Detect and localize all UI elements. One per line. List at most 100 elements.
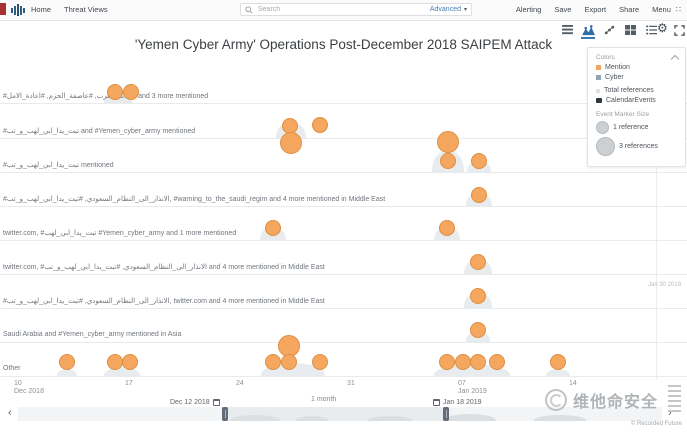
event-marker[interactable]	[471, 187, 487, 203]
legend-size-label: 1 reference	[613, 124, 649, 131]
row-label: #تبت_يدا_ابي_لهب_و_تب and #Yemen_cyber_a…	[3, 128, 196, 135]
watermark-logo-icon	[545, 389, 567, 411]
row-separator	[0, 376, 687, 377]
event-marker[interactable]	[440, 153, 456, 169]
brush-density-mound	[534, 415, 586, 421]
row-label: twitter.com, #الانذار_الى_النظام_السعودي…	[3, 264, 325, 271]
legend-size-label: 3 references	[619, 142, 658, 150]
event-marker[interactable]	[470, 288, 486, 304]
brush-end-date[interactable]: Jan 18 2019	[433, 399, 482, 406]
legend-item-cyber[interactable]: Cyber	[596, 74, 685, 81]
legend-size-header: Event Marker Size	[596, 111, 650, 118]
alerting-button[interactable]: Alerting	[515, 5, 542, 14]
gear-icon[interactable]: ⚙	[657, 21, 668, 35]
grid-view-icon[interactable]	[623, 23, 637, 37]
record-mark	[0, 3, 6, 15]
legend-panel: Colors Mention Cyber Total references Ca…	[587, 47, 686, 167]
export-button[interactable]: Export	[584, 5, 607, 14]
search-box[interactable]: Advanced ▾	[240, 3, 472, 16]
brush-handle-left[interactable]	[222, 407, 228, 421]
reference-density-mound	[57, 369, 77, 376]
row-label: #مساند_العرب, #عاصفة_الحزم, #اعادة_الامل…	[3, 93, 209, 100]
brush-start-date[interactable]: Dec 12 2018	[170, 399, 220, 406]
event-marker[interactable]	[437, 131, 459, 153]
mention-color-swatch	[596, 65, 601, 70]
axis-tick-label: 24	[236, 380, 244, 387]
legend-item-total-references[interactable]: Total references	[596, 87, 685, 94]
timeline-brush-track[interactable]	[18, 407, 662, 421]
event-marker[interactable]	[122, 354, 138, 370]
event-marker[interactable]	[107, 84, 123, 100]
event-marker[interactable]	[312, 117, 328, 133]
event-marker[interactable]	[265, 220, 281, 236]
brush-start-date-label: Dec 12 2018	[170, 399, 210, 406]
row-label: #تبت_يدا_ابي_لهب_و_تب mentioned	[3, 162, 114, 169]
plot-right-boundary	[656, 68, 657, 380]
scatter-view-icon[interactable]	[602, 23, 616, 37]
event-marker[interactable]	[281, 354, 297, 370]
axis-tick-label: 14	[569, 380, 577, 387]
reference-density-mound	[104, 367, 140, 376]
advanced-search-toggle[interactable]: Advanced	[429, 6, 461, 13]
nav-home[interactable]: Home	[31, 5, 52, 14]
event-marker[interactable]	[265, 354, 281, 370]
axis-tick-label: 17	[125, 380, 133, 387]
row-separator	[0, 342, 687, 343]
row-separator	[0, 308, 687, 309]
event-marker[interactable]	[439, 220, 455, 236]
cyber-color-swatch	[596, 74, 601, 80]
row-label: #الانذار_الى_النظام_السعودي, #تبت_يدا_اب…	[3, 298, 325, 305]
event-marker[interactable]	[107, 354, 123, 370]
legend-item-label: Total references	[604, 87, 654, 94]
event-marker[interactable]	[59, 354, 75, 370]
event-marker[interactable]	[550, 354, 566, 370]
legend-colors-header: Colors	[596, 54, 615, 61]
calendar-icon[interactable]	[433, 399, 440, 406]
menu-grid-icon[interactable]: ∷	[675, 5, 681, 14]
list-view-icon[interactable]	[644, 23, 658, 37]
row-separator	[0, 206, 687, 207]
watermark: 维他命安全	[545, 388, 658, 412]
brush-end-date-label: Jan 18 2019	[443, 399, 482, 406]
table-view-icon[interactable]	[560, 23, 574, 37]
watermark-text: 维他命安全	[573, 392, 659, 411]
event-marker[interactable]	[470, 322, 486, 338]
row-separator	[0, 172, 687, 173]
recorded-future-logo-icon[interactable]	[9, 3, 27, 17]
legend-item-label: Cyber	[605, 73, 624, 81]
event-marker[interactable]	[280, 132, 302, 154]
save-button[interactable]: Save	[554, 5, 572, 14]
view-switcher-toolbar	[560, 23, 658, 39]
event-marker[interactable]	[471, 153, 487, 169]
total-references-icon	[596, 88, 600, 93]
fullscreen-icon[interactable]	[674, 23, 685, 41]
axis-tick-label: 10 Dec 2018	[14, 380, 44, 395]
row-label: Saudi Arabia and #Yemen_cyber_army menti…	[3, 331, 182, 338]
event-timeline-chart: Jan 30 2019 #مساند_العرب, #عاصفة_الحزم, …	[0, 60, 687, 395]
brush-handle-right[interactable]	[443, 407, 449, 421]
event-marker[interactable]	[470, 254, 486, 270]
event-marker[interactable]	[470, 354, 486, 370]
menu-button[interactable]: Menu	[652, 5, 671, 14]
top-actions: Alerting Save Export Share Menu ∷	[516, 5, 681, 14]
reference-density-mound	[546, 369, 570, 376]
event-marker[interactable]	[312, 354, 328, 370]
row-separator	[0, 138, 687, 139]
legend-item-label: CalendarEvents	[606, 96, 656, 104]
legend-item-label: Mention	[605, 64, 630, 71]
legend-item-calendar-events[interactable]: CalendarEvents	[596, 97, 685, 104]
page-title: 'Yemen Cyber Army' Operations Post-Decem…	[134, 37, 553, 52]
nav-threat-views[interactable]: Threat Views	[64, 5, 108, 14]
calendar-icon[interactable]	[212, 399, 220, 406]
event-marker[interactable]	[123, 84, 139, 100]
legend-item-mention[interactable]: Mention	[596, 64, 685, 71]
search-input[interactable]	[256, 5, 430, 14]
event-marker[interactable]	[439, 354, 455, 370]
timeline-view-icon[interactable]	[581, 23, 595, 39]
event-marker[interactable]	[455, 354, 471, 370]
share-button[interactable]: Share	[619, 5, 640, 14]
edge-date-annotation: Jan 30 2019	[648, 282, 682, 288]
pan-left-icon[interactable]: ‹	[8, 407, 12, 419]
row-label: twitter.com, #تبت_يدا_ابي_لهب #Yemen_cyb…	[3, 230, 237, 237]
event-marker[interactable]	[489, 354, 505, 370]
